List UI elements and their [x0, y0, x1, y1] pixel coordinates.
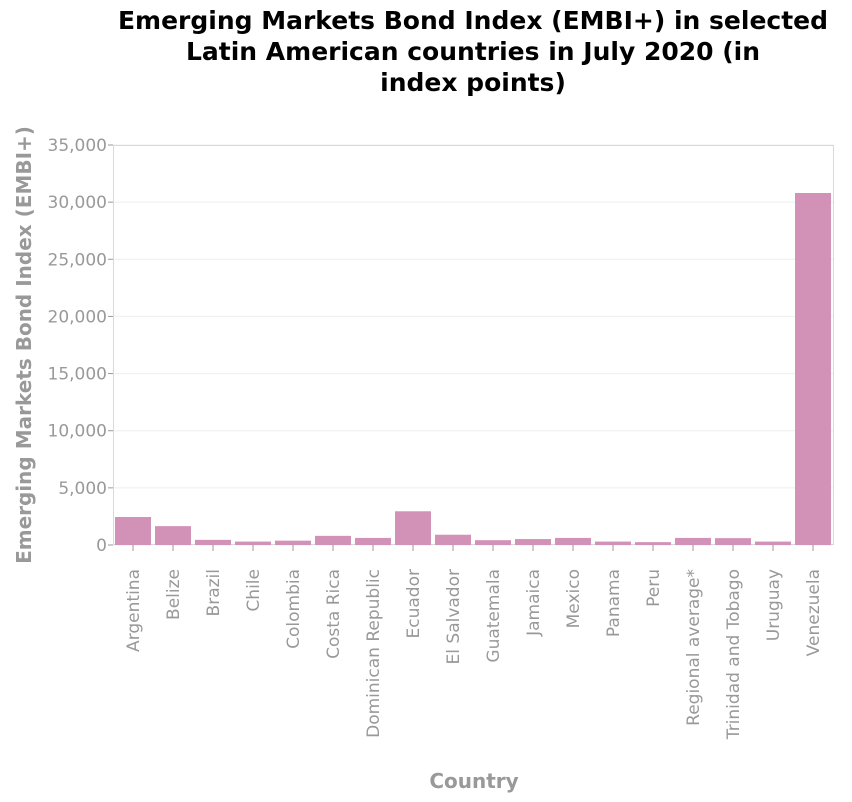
bar [275, 540, 311, 545]
x-tick-label: Belize [164, 569, 184, 620]
chart-title-line: Emerging Markets Bond Index (EMBI+) in s… [118, 6, 828, 35]
bar [595, 541, 631, 545]
x-tick-label: Regional average* [684, 569, 704, 726]
bar [355, 537, 391, 545]
chart-title-line: index points) [380, 68, 566, 97]
y-tick-label: 10,000 [48, 422, 107, 442]
chart-title: Emerging Markets Bond Index (EMBI+) in s… [118, 6, 828, 97]
x-tick-label: Trinidad and Tobago [724, 569, 744, 740]
gridlines [113, 144, 833, 546]
x-tick-label: El Salvador [444, 569, 464, 664]
bar [515, 539, 551, 545]
y-tick-label: 0 [96, 536, 107, 556]
bar [475, 540, 511, 545]
x-tick-label: Colombia [284, 569, 304, 649]
bar [435, 534, 471, 545]
x-tick-label: Uruguay [764, 569, 784, 641]
plot-frame [113, 145, 834, 545]
bar [195, 539, 231, 545]
x-tick-label: Costa Rica [324, 569, 344, 659]
x-tick-label: Brazil [204, 569, 224, 616]
y-tick-label: 5,000 [58, 479, 107, 499]
bar [795, 193, 831, 545]
y-tick-label: 15,000 [48, 365, 107, 385]
y-axis-label: Emerging Markets Bond Index (EMBI+) [12, 126, 36, 564]
x-tick-label: Panama [604, 569, 624, 637]
x-tick-label: Argentina [124, 569, 144, 652]
x-tick-label: Mexico [564, 569, 584, 628]
bar [395, 511, 431, 545]
bar [555, 537, 591, 545]
bar [115, 517, 151, 545]
x-tick-label: Chile [244, 569, 264, 612]
chart-title-line: Latin American countries in July 2020 (i… [186, 37, 760, 66]
x-tick-label: Dominican Republic [364, 569, 384, 738]
x-axis-label: Country [429, 769, 518, 793]
y-tick-label: 20,000 [48, 307, 107, 327]
bar [675, 537, 711, 545]
bar [315, 535, 351, 545]
x-tick-label: Guatemala [484, 569, 504, 663]
y-tick-labels: 0 5,000 10,000 15,000 20,000 25,000 30,000 35,0… [48, 136, 113, 556]
bar [635, 542, 671, 545]
y-tick-label: 30,000 [48, 193, 107, 213]
x-tick-label: Venezuela [804, 569, 824, 656]
bar [715, 538, 751, 545]
y-tick-label: 25,000 [48, 250, 107, 270]
y-tick-label: 35,000 [48, 136, 107, 156]
bars [115, 193, 831, 545]
bar [155, 526, 191, 545]
bar [235, 541, 271, 545]
bar [755, 541, 791, 545]
x-tick-labels: Argentina Belize Brazil Chile Colombia Costa … [124, 545, 824, 740]
x-tick-label: Ecuador [404, 569, 424, 638]
x-tick-label: Jamaica [524, 569, 544, 637]
x-tick-label: Peru [644, 569, 664, 607]
